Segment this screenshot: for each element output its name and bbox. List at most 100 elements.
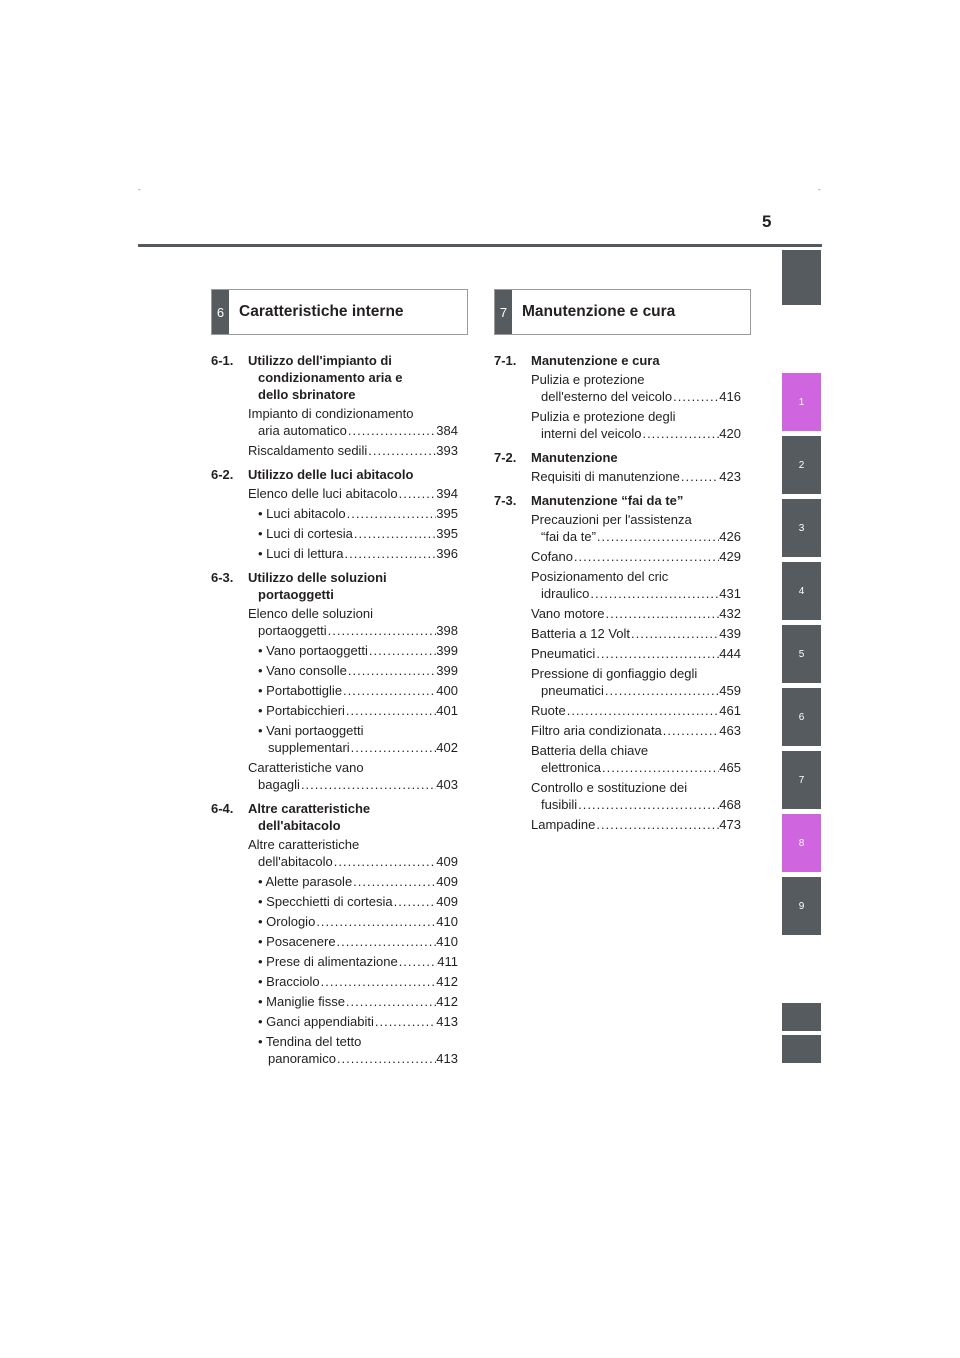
toc-subitem[interactable]: • Tendina del tetto panoramico 413 [211,1033,458,1067]
page-ref[interactable]: 402 [436,740,458,755]
page-ref[interactable]: 393 [436,443,458,458]
page-ref[interactable]: 413 [436,1051,458,1066]
entry-text: dell'esterno del veicolo [541,389,673,404]
page-ref[interactable]: 473 [719,817,741,832]
section-heading[interactable]: 7-3. Manutenzione “fai da te” [494,492,741,509]
page-ref[interactable]: 429 [719,549,741,564]
dot-leader [589,585,719,602]
side-tab-8[interactable]: 8 [782,814,821,872]
section-heading[interactable]: 7-2. Manutenzione [494,449,741,466]
page-ref[interactable]: 431 [719,586,741,601]
toc-item[interactable]: Pulizia e protezione degli interni del ve… [494,408,741,442]
side-tab-1[interactable]: 1 [782,373,821,431]
toc-subitem[interactable]: • Luci abitacolo 395 [211,505,458,522]
toc-subitem[interactable]: • Luci di lettura 396 [211,545,458,562]
section-heading[interactable]: 6-1. Utilizzo dell'impianto di condizionam… [211,352,458,403]
side-tab-index-a[interactable] [782,1003,821,1031]
toc-item[interactable]: Pneumatici 444 [494,645,741,662]
page-ref[interactable]: 423 [719,469,741,484]
toc-item[interactable]: Filtro aria condizionata 463 [494,722,741,739]
toc-item[interactable]: Pressione di gonfiaggio degli pneumatici 4… [494,665,741,699]
toc-item[interactable]: Elenco delle soluzioni portaoggetti 398 [211,605,458,639]
page-ref[interactable]: 412 [436,994,458,1009]
page-ref[interactable]: 465 [719,760,741,775]
section-heading[interactable]: 6-2. Utilizzo delle luci abitacolo [211,466,458,483]
side-tab-9[interactable]: 9 [782,877,821,935]
toc-subitem[interactable]: • Specchietti di cortesia 409 [211,893,458,910]
page-ref[interactable]: 461 [719,703,741,718]
toc-item[interactable]: Ruote 461 [494,702,741,719]
side-tab-3[interactable]: 3 [782,499,821,557]
page-ref[interactable]: 420 [719,426,741,441]
toc-subitem[interactable]: • Bracciolo 412 [211,973,458,990]
page-ref[interactable]: 426 [719,529,741,544]
toc-item[interactable]: Batteria a 12 Volt 439 [494,625,741,642]
page-ref[interactable]: 411 [437,954,458,969]
section-heading[interactable]: 7-1. Manutenzione e cura [494,352,741,369]
page-ref[interactable]: 399 [436,643,458,658]
page-ref[interactable]: 395 [436,506,458,521]
toc-item[interactable]: Cofano 429 [494,548,741,565]
toc-subitem[interactable]: • Ganci appendiabiti 413 [211,1013,458,1030]
toc-item[interactable]: Vano motore 432 [494,605,741,622]
toc-subitem[interactable]: • Vani portaoggetti supplementari 402 [211,722,458,756]
toc-item[interactable]: Riscaldamento sedili 393 [211,442,458,459]
section-heading[interactable]: 6-3. Utilizzo delle soluzioni portaoggetti [211,569,458,603]
page-ref[interactable]: 409 [436,874,458,889]
page-ref[interactable]: 396 [436,546,458,561]
toc-subitem[interactable]: • Portabicchieri 401 [211,702,458,719]
toc-subitem[interactable]: • Orologio 410 [211,913,458,930]
side-tab-index-b[interactable] [782,1035,821,1063]
side-tab-top[interactable] [782,250,821,305]
page-ref[interactable]: 412 [436,974,458,989]
page-ref[interactable]: 394 [436,486,458,501]
page-ref[interactable]: 463 [719,723,741,738]
side-tab-5[interactable]: 5 [782,625,821,683]
toc-item[interactable]: Altre caratteristiche dell'abitacolo 409 [211,836,458,870]
toc-item[interactable]: Requisiti di manutenzione 423 [494,468,741,485]
page-ref[interactable]: 401 [436,703,458,718]
toc-item[interactable]: Posizionamento del cric idraulico 431 [494,568,741,602]
page-ref[interactable]: 409 [436,854,458,869]
toc-item[interactable]: Elenco delle luci abitacolo 394 [211,485,458,502]
page-ref[interactable]: 432 [719,606,741,621]
toc-subitem[interactable]: • Vano consolle 399 [211,662,458,679]
page-ref[interactable]: 439 [719,626,741,641]
toc-subitem[interactable]: • Posacenere 410 [211,933,458,950]
page-ref[interactable]: 409 [436,894,458,909]
page-ref[interactable]: 410 [436,914,458,929]
page-ref[interactable]: 444 [719,646,741,661]
toc-subitem[interactable]: • Portabottiglie 400 [211,682,458,699]
toc-item[interactable]: Impianto di condizionamento aria automati… [211,405,458,439]
toc-item[interactable]: Precauzioni per l'assistenza “fai da te” 4… [494,511,741,545]
page-ref[interactable]: 384 [436,423,458,438]
toc-item[interactable]: Batteria della chiave elettronica 465 [494,742,741,776]
page-ref[interactable]: 399 [436,663,458,678]
toc-item[interactable]: Caratteristiche vano bagagli 403 [211,759,458,793]
page-ref[interactable]: 403 [436,777,458,792]
toc-subitem[interactable]: • Maniglie fisse 412 [211,993,458,1010]
section-heading[interactable]: 6-4. Altre caratteristiche dell'abitacolo [211,800,458,834]
toc-item[interactable]: Controllo e sostituzione dei fusibili 468 [494,779,741,813]
page-ref[interactable]: 398 [436,623,458,638]
page-ref[interactable]: 459 [719,683,741,698]
toc-item[interactable]: Lampadine 473 [494,816,741,833]
side-tab-7[interactable]: 7 [782,751,821,809]
section-title: Altre caratteristiche dell'abitacolo [248,800,458,834]
page-ref[interactable]: 468 [719,797,741,812]
page-ref[interactable]: 413 [436,1014,458,1029]
side-tab-2[interactable]: 2 [782,436,821,494]
toc-subitem[interactable]: • Prese di alimentazione 411 [211,953,458,970]
toc-line: • Luci di lettura 396 [248,545,458,562]
toc-item[interactable]: Pulizia e protezione dell'esterno del vei… [494,371,741,405]
toc-subitem[interactable]: • Luci di cortesia 395 [211,525,458,542]
page-ref[interactable]: 416 [719,389,741,404]
page-ref[interactable]: 395 [436,526,458,541]
toc-subitem[interactable]: • Vano portaoggetti 399 [211,642,458,659]
dot-leader [595,645,719,662]
side-tab-4[interactable]: 4 [782,562,821,620]
page-ref[interactable]: 410 [436,934,458,949]
toc-subitem[interactable]: • Alette parasole 409 [211,873,458,890]
page-ref[interactable]: 400 [436,683,458,698]
side-tab-6[interactable]: 6 [782,688,821,746]
